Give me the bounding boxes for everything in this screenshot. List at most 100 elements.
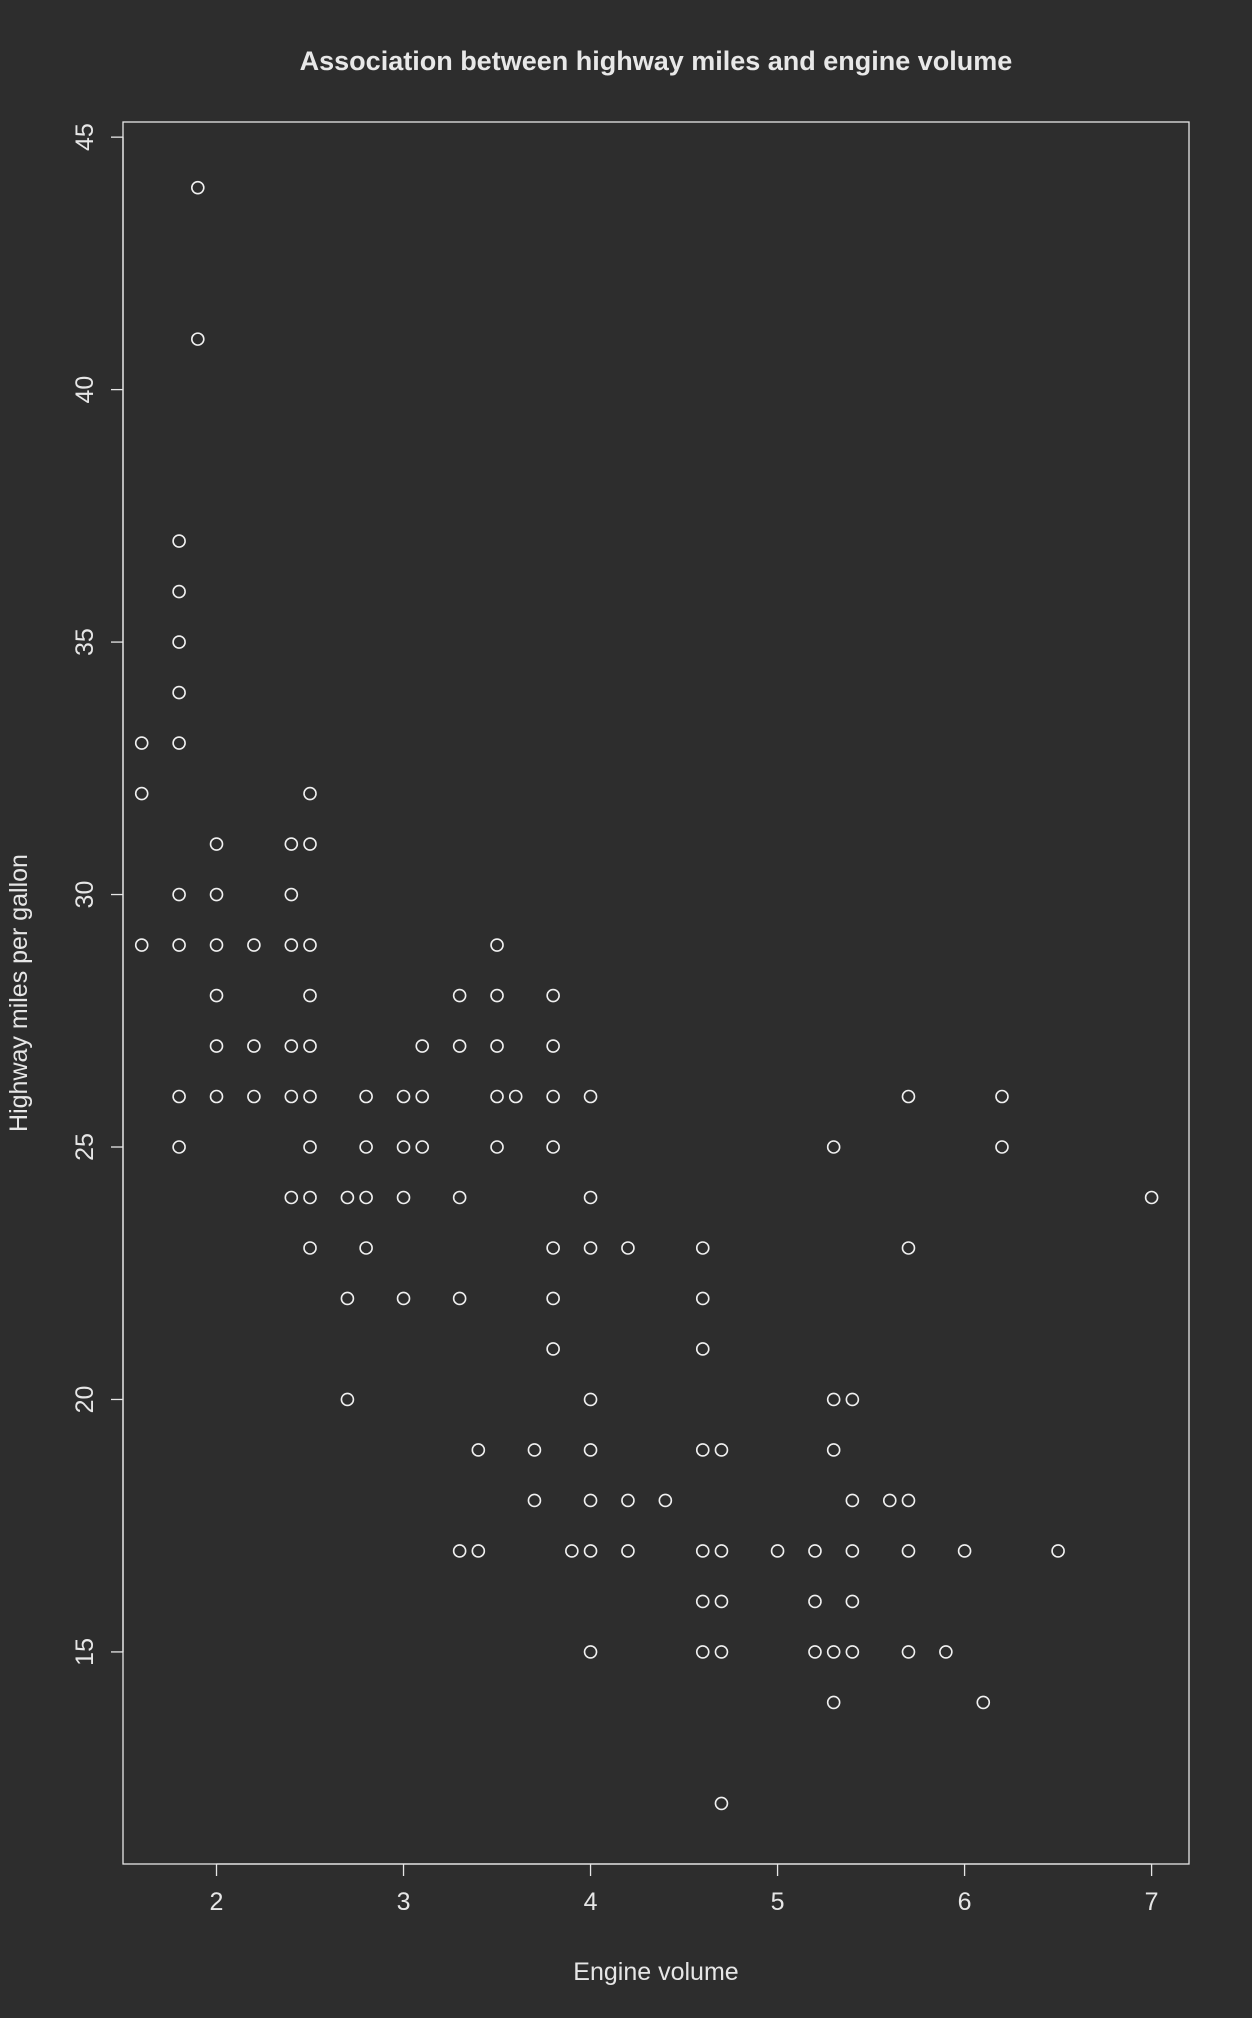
scatter-point (546, 1342, 560, 1356)
scatter-point (583, 1443, 598, 1457)
scatter-point (845, 1645, 860, 1659)
scatter-point (134, 786, 149, 801)
scatter-point (303, 1190, 317, 1205)
scatter-point (583, 1493, 598, 1508)
scatter-point (527, 1443, 542, 1457)
scatter-point (209, 1039, 224, 1053)
scatter-point (209, 1089, 224, 1104)
scatter-point (172, 584, 186, 599)
scatter-point (303, 1140, 317, 1154)
scatter-point (714, 1443, 729, 1457)
scatter-point (452, 988, 467, 1003)
x-tick-label: 7 (1145, 1888, 1159, 1916)
scatter-point (695, 1241, 710, 1255)
x-tick-label: 5 (771, 1888, 785, 1916)
scatter-point (396, 1140, 411, 1154)
scatter-point (546, 1140, 560, 1154)
scatter-point (247, 938, 261, 952)
scatter-point (134, 736, 149, 750)
scatter-point (172, 736, 186, 750)
scatter-point (396, 1190, 411, 1205)
scatter-point (415, 1039, 430, 1053)
scatter-point (284, 887, 299, 902)
scatter-point (209, 938, 224, 952)
scatter-point (359, 1089, 373, 1104)
scatter-point (303, 837, 317, 851)
scatter-point (191, 332, 205, 346)
scatter-point (452, 1039, 467, 1053)
scatter-point (845, 1392, 860, 1407)
scatter-point (695, 1342, 710, 1356)
scatter-point (621, 1493, 635, 1508)
scatter-point (714, 1645, 729, 1659)
scatter-point (340, 1291, 355, 1306)
scatter-point (1051, 1544, 1065, 1558)
scatter-point (995, 1140, 1009, 1154)
scatter-point (359, 1140, 373, 1154)
scatter-point (396, 1089, 411, 1104)
scatter-point (303, 988, 317, 1003)
scatter-point (714, 1796, 729, 1811)
scatter-point (471, 1443, 486, 1457)
x-tick-label: 3 (397, 1888, 411, 1916)
scatter-point (490, 988, 504, 1003)
scatter-point (695, 1544, 710, 1558)
scatter-point (995, 1089, 1009, 1104)
scatter-point (490, 1140, 504, 1154)
scatter-point (340, 1392, 355, 1407)
scatter-point (901, 1544, 916, 1558)
y-tick-label: 35 (71, 628, 99, 656)
scatter-point (209, 988, 224, 1003)
scatter-point (808, 1645, 822, 1659)
scatter-point (939, 1645, 953, 1659)
x-axis-label: Engine volume (573, 1958, 738, 1986)
scatter-point (695, 1594, 710, 1609)
scatter-point (172, 685, 186, 700)
scatter-point (172, 635, 186, 649)
plot-area-frame (122, 121, 1190, 1865)
scatter-point (845, 1493, 860, 1508)
scatter-point (546, 1241, 560, 1255)
scatter-point (471, 1544, 486, 1558)
chart-title: Association between highway miles and en… (300, 46, 1013, 76)
scatter-point (284, 1190, 299, 1205)
scatter-point (303, 938, 317, 952)
scatter-point (284, 1089, 299, 1104)
x-tick-label: 6 (958, 1888, 972, 1916)
scatter-point (714, 1594, 729, 1609)
scatter-point (583, 1544, 598, 1558)
scatter-point (583, 1190, 598, 1205)
scatter-point (1144, 1190, 1159, 1205)
scatter-point (808, 1544, 822, 1558)
scatter-point (546, 988, 560, 1003)
scatter-point (826, 1695, 841, 1710)
scatter-point (452, 1291, 467, 1306)
scatter-point (359, 1241, 373, 1255)
scatter-point (247, 1089, 261, 1104)
scatter-point (172, 1089, 186, 1104)
scatter-point (415, 1140, 430, 1154)
scatter-point (303, 1089, 317, 1104)
scatter-point (826, 1443, 841, 1457)
scatter-point (621, 1241, 635, 1255)
scatter-point (826, 1645, 841, 1659)
scatter-point (359, 1190, 373, 1205)
scatter-point (901, 1493, 916, 1508)
y-tick-label: 15 (71, 1638, 99, 1666)
x-tick-label: 2 (210, 1888, 224, 1916)
scatter-point (845, 1594, 860, 1609)
scatter-point (209, 887, 224, 902)
scatter-point (546, 1039, 560, 1053)
x-tick-label: 4 (584, 1888, 598, 1916)
scatter-point (490, 1039, 504, 1053)
data-points (134, 180, 1159, 1811)
scatter-point (882, 1493, 897, 1508)
scatter-point (583, 1089, 598, 1104)
scatter-point (527, 1493, 542, 1508)
y-tick-label: 45 (71, 123, 99, 151)
scatter-point (901, 1241, 916, 1255)
scatter-point (695, 1443, 710, 1457)
scatter-point (583, 1645, 598, 1659)
scatter-point (565, 1544, 579, 1558)
